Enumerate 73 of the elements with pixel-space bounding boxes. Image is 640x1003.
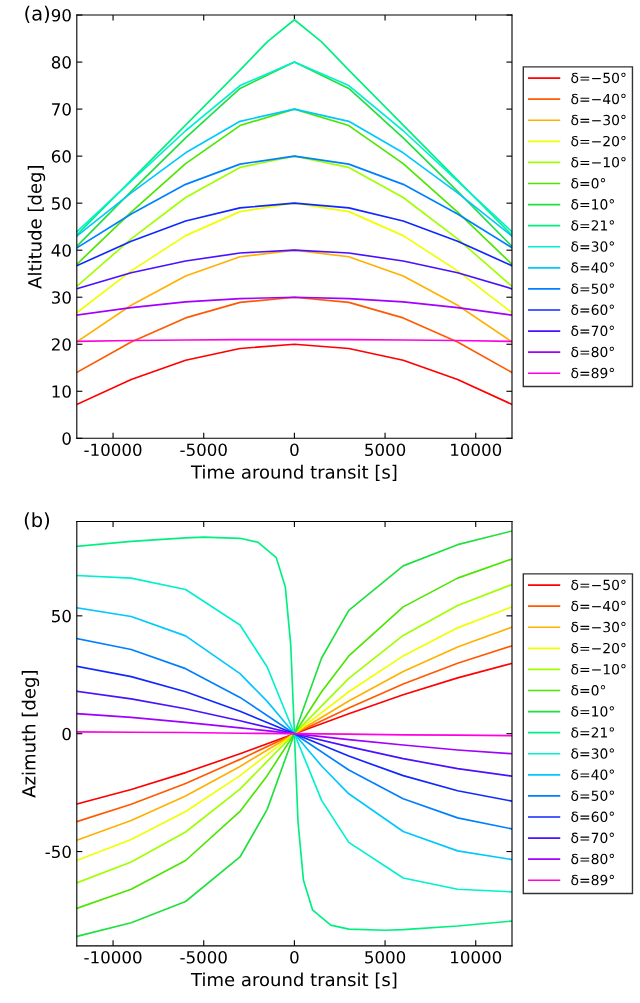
y-tick-label: 50: [52, 609, 71, 623]
legend-label: δ=89°: [571, 367, 614, 379]
legend-label: δ=70°: [571, 325, 614, 337]
x-axis-title: Time around transit [s]: [190, 464, 397, 481]
y-tick-label: 20: [51, 338, 71, 351]
x-tick-label: -5000: [180, 950, 227, 964]
line-series: [76, 296, 512, 374]
legend-label: δ=21°: [571, 727, 614, 738]
y-tick-label: 80: [51, 56, 71, 69]
x-tick-label: -10000: [84, 443, 142, 457]
y-tick-label: 70: [52, 103, 71, 116]
x-tick-label: 0: [290, 443, 299, 457]
legend-label: δ=−50°: [571, 72, 626, 84]
y-axis-title: Azimuth [deg]: [21, 671, 40, 798]
legend-label: δ=60°: [571, 811, 614, 823]
legend-label: δ=−10°: [571, 156, 626, 168]
x-tick-label: 5000: [365, 950, 406, 964]
legend-label: δ=0°: [571, 685, 606, 696]
y-tick-label: 40: [51, 244, 71, 257]
legend-label: δ=30°: [571, 748, 614, 759]
line-series: [76, 108, 512, 266]
line-series: [76, 249, 512, 290]
line-series: [76, 18, 512, 236]
legend-label: δ=−30°: [571, 114, 626, 126]
legend-label: δ=60°: [571, 304, 614, 316]
x-tick-label: 5000: [365, 443, 406, 457]
legend-label: δ=−20°: [571, 642, 626, 654]
legend-label: δ=40°: [571, 769, 614, 780]
legend-label: δ=10°: [571, 706, 614, 717]
y-tick-label: -50: [45, 845, 71, 859]
legend-label: δ=−40°: [571, 93, 626, 105]
y-tick-label: 0: [62, 727, 71, 741]
legend-label: δ=89°: [571, 874, 614, 886]
legend-label: δ=0°: [571, 178, 606, 189]
legend-label: δ=−30°: [571, 621, 626, 633]
x-axis-title: Time around transit [s]: [190, 972, 397, 989]
line-series: [76, 155, 512, 288]
legend-label: δ=−40°: [571, 600, 626, 612]
legend-label: δ=21°: [571, 220, 614, 231]
legend-label: δ=−20°: [571, 135, 626, 147]
y-tick-label: 60: [51, 150, 71, 163]
y-axis-title: Altitude [deg]: [27, 166, 46, 289]
legend-label: δ=80°: [571, 346, 614, 358]
line-series: [76, 202, 512, 314]
line-series: [76, 108, 512, 237]
legend-label: δ=−10°: [571, 663, 626, 675]
x-tick-label: 10000: [451, 443, 502, 457]
y-tick-label: 30: [52, 291, 71, 304]
legend-label: δ=80°: [571, 853, 614, 865]
line-series: [76, 155, 512, 249]
line-series: [76, 712, 512, 755]
y-tick-label: 10: [52, 385, 71, 398]
x-tick-label: 10000: [451, 950, 502, 964]
line-series: [76, 249, 512, 343]
legend-label: δ=30°: [571, 241, 614, 252]
line-series: [76, 690, 512, 777]
legend-label: δ=−50°: [571, 579, 626, 591]
legend-label: δ=70°: [571, 832, 614, 844]
legend-label: δ=50°: [571, 283, 614, 294]
x-tick-label: -5000: [180, 443, 227, 457]
y-tick-label: 90: [51, 9, 71, 22]
chart-title: (b): [24, 512, 50, 530]
x-tick-label: -10000: [84, 950, 142, 964]
y-tick-label: 0: [62, 432, 71, 445]
legend-label: δ=10°: [571, 199, 614, 210]
chart-title: (a): [25, 5, 50, 23]
line-series: [76, 343, 512, 406]
line-series: [76, 296, 512, 316]
x-tick-label: 0: [290, 950, 299, 964]
line-series: [76, 202, 512, 267]
legend-label: δ=50°: [571, 790, 614, 801]
y-tick-label: 50: [52, 197, 71, 210]
legend-label: δ=40°: [571, 262, 614, 273]
